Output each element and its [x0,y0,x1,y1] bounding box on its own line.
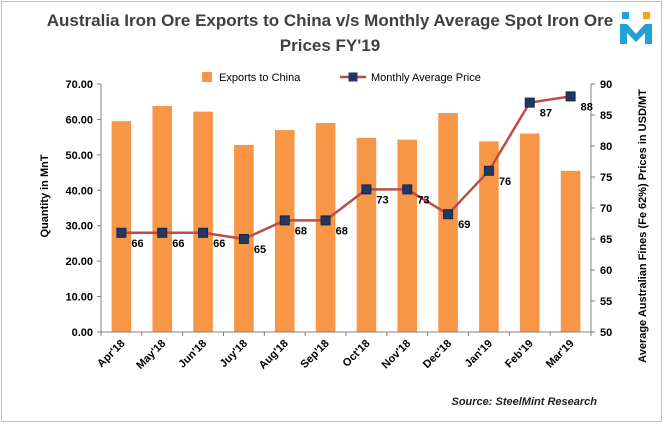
price-data-label: 65 [254,244,266,256]
x-tick-label: Apr'18 [95,338,127,370]
x-tick-label: Sep'18 [298,338,331,371]
left-tick-label: 60.00 [65,114,93,126]
right-tick-label: 90 [600,79,612,91]
bar-6 [315,122,336,332]
price-data-label: 87 [540,108,552,120]
left-axis-label: Quantity in MnT [39,154,51,237]
x-tick-label: Feb'19 [503,338,536,371]
right-tick-label: 65 [600,234,612,246]
left-tick-label: 40.00 [65,185,93,197]
x-tick-label: Jan'19 [463,338,495,370]
x-tick-label: Aug'18 [257,338,291,372]
price-data-label: 66 [172,238,184,250]
price-data-label: 88 [581,101,593,113]
right-tick-label: 60 [600,265,612,277]
right-tick-label: 85 [600,110,612,122]
price-marker-10 [483,165,494,176]
price-data-label: 66 [131,238,143,250]
chart-legend: Exports to China Monthly Average Price [202,72,481,84]
price-marker-3 [198,227,209,238]
x-tick-label: Juy'18 [218,338,250,370]
legend-label-exports: Exports to China [219,72,301,84]
line-series-price: 66 66 66 65 68 68 73 73 69 76 87 88 [116,91,593,256]
price-line [121,95,571,241]
x-tick-label: Mar'19 [544,338,577,371]
right-tick-label: 55 [600,296,612,308]
bar-10 [479,141,499,332]
price-marker-8 [402,184,413,195]
bar-12 [560,170,581,332]
left-tick-label: 0.00 [72,327,93,339]
bar-series-exports [111,105,581,333]
bar-11 [519,133,540,332]
bar-2 [152,105,173,332]
bar-7 [356,137,377,332]
right-tick-label: 70 [600,203,612,215]
price-data-label: 69 [458,219,470,231]
price-data-label: 76 [499,176,511,188]
price-data-label: 68 [295,225,307,237]
left-tick-label: 10.00 [65,292,93,304]
bar-1 [111,121,132,332]
price-marker-7 [361,184,372,195]
x-tick-label: Oct'18 [341,338,373,370]
legend-label-price: Monthly Average Price [371,72,481,84]
price-data-label: 73 [417,194,429,206]
price-marker-11 [524,97,535,108]
price-marker-12 [565,91,576,102]
left-tick-label: 30.00 [65,221,93,233]
x-tick-label: Nov'18 [380,338,414,372]
left-tick-label: 20.00 [65,256,93,268]
legend-swatch-exports [202,72,212,82]
bar-8 [397,139,418,332]
price-marker-5 [279,215,290,226]
chart-title: Australia Iron Ore Exports to China v/s … [46,11,614,55]
x-tick-label: May'18 [134,338,168,372]
right-tick-label: 80 [600,141,612,153]
right-tick-label: 75 [600,172,612,184]
price-data-label: 73 [376,194,388,206]
price-marker-1 [116,227,127,238]
price-marker-4 [238,234,249,244]
left-tick-label: 70.00 [65,79,93,91]
price-marker-6 [320,215,331,226]
x-tick-label: Jun'18 [176,338,209,371]
steelmint-logo-icon [618,12,654,46]
bar-9 [438,113,458,333]
source-note: Source: SteelMint Research [451,396,598,408]
x-tick-label: Dec'18 [421,338,454,371]
price-data-label: 68 [336,225,348,237]
price-marker-2 [157,227,168,238]
left-tick-label: 50.00 [65,150,93,162]
price-data-label: 66 [213,238,225,250]
bar-3 [193,111,213,333]
price-marker-9 [443,209,454,220]
right-axis-label: Average Australian Fines (Fe 62%) Prices… [637,89,649,363]
legend-marker-price [348,72,358,82]
right-tick-label: 50 [600,327,612,339]
bar-5 [274,130,295,332]
